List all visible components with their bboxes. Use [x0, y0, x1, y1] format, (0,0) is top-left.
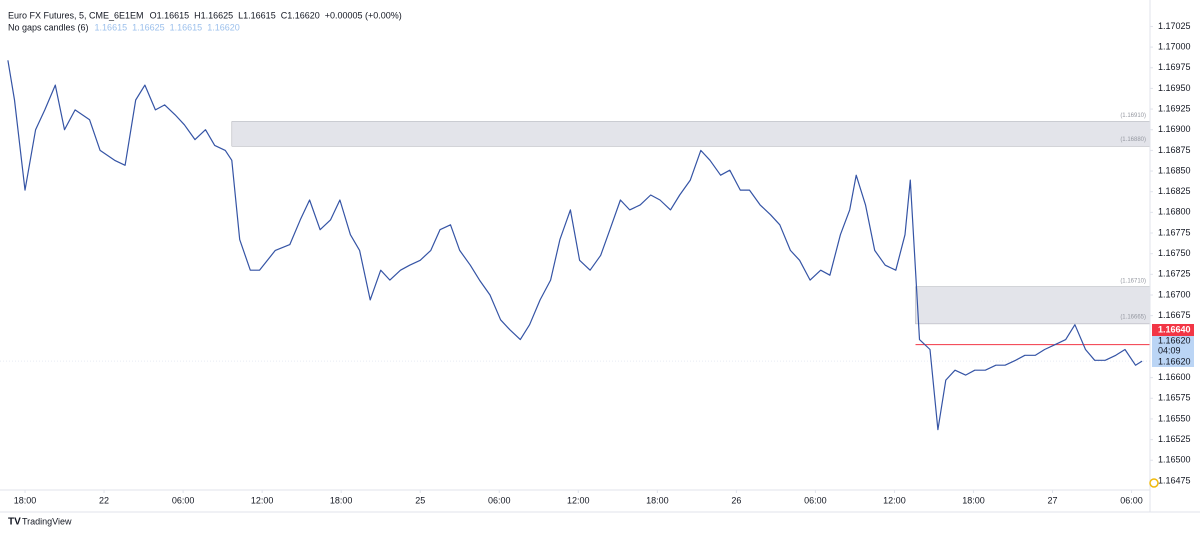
y-tick-label: 1.16950 [1158, 83, 1191, 93]
last-price-label: 1.16620 [1158, 335, 1191, 345]
price-line-label: 1.16640 [1158, 324, 1191, 334]
y-tick-label: 1.16900 [1158, 124, 1191, 134]
x-tick-label: 06:00 [804, 495, 827, 505]
brand: TV TradingView [8, 516, 72, 527]
x-tick-label: 26 [731, 495, 741, 505]
zone-label: (1.16710) [1120, 278, 1146, 284]
zone-label: (1.16910) [1120, 113, 1146, 119]
zone-label: (1.16880) [1120, 137, 1146, 143]
x-tick-label: 27 [1048, 495, 1058, 505]
ohlc-open: O1.16615 [150, 10, 190, 20]
y-tick-label: 1.16700 [1158, 289, 1191, 299]
x-tick-label: 06:00 [172, 495, 195, 505]
y-tick-label: 1.16975 [1158, 62, 1191, 72]
price-series [7, 60, 1143, 431]
y-tick-label: 1.16800 [1158, 207, 1191, 217]
y-tick-label: 1.17025 [1158, 21, 1191, 31]
x-tick-label: 12:00 [251, 495, 274, 505]
alert-icon[interactable] [1149, 478, 1159, 488]
ohlc-close: C1.16620 [281, 10, 320, 20]
y-tick-label: 1.16525 [1158, 434, 1191, 444]
fair-value-gap [915, 286, 1151, 325]
y-tick-label: 1.16475 [1158, 475, 1191, 485]
ohlc-change: +0.00005 (+0.00%) [325, 10, 402, 20]
y-tick-label: 1.16675 [1158, 310, 1191, 320]
x-tick-label: 18:00 [330, 495, 353, 505]
zone-label: (1.16665) [1120, 314, 1146, 320]
indicator-value: 1.16625 [132, 22, 165, 32]
x-tick-label: 12:00 [883, 495, 906, 505]
indicator-value: 1.16620 [207, 22, 240, 32]
y-tick-label: 1.16925 [1158, 103, 1191, 113]
header: Euro FX Futures, 5, CME_6E1EM O1.16615 H… [8, 10, 402, 32]
x-tick-label: 06:00 [1120, 495, 1143, 505]
ohlc-high: H1.16625 [194, 10, 233, 20]
y-tick-label: 1.17000 [1158, 41, 1191, 51]
brand-logo: TV [8, 517, 21, 528]
x-tick-label: 06:00 [488, 495, 511, 505]
y-tick-label: 1.16500 [1158, 455, 1191, 465]
last-price-tag [1152, 336, 1194, 367]
plot [0, 60, 1150, 431]
x-tick-label: 18:00 [14, 495, 37, 505]
countdown: 04:09 [1158, 345, 1181, 355]
x-tick-label: 18:00 [646, 495, 669, 505]
chart-title: Euro FX Futures, 5, CME_6E1EM [8, 10, 144, 20]
y-tick-label: 1.16825 [1158, 186, 1191, 196]
y-tick-label: 1.16850 [1158, 165, 1191, 175]
zones: (1.16880) (1.16910) (1.16665) (1.16710) [231, 113, 1151, 325]
ohlc-low: L1.16615 [238, 10, 276, 20]
y-tick-label: 1.16575 [1158, 393, 1191, 403]
axes: 1.16475 1.16500 1.16525 1.16550 1.16575 1.166… [14, 21, 1194, 505]
x-tick-label: 12:00 [567, 495, 590, 505]
y-tick-label: 1.16600 [1158, 372, 1191, 382]
indicator-value: 1.16615 [95, 22, 128, 32]
y-tick-label: 1.16750 [1158, 248, 1191, 258]
price-line-tag [1152, 324, 1194, 336]
y-tick-label: 1.16875 [1158, 145, 1191, 155]
y-tick-label: 1.16775 [1158, 227, 1191, 237]
indicator-value: 1.16615 [170, 22, 203, 32]
x-tick-label: 22 [99, 495, 109, 505]
last-price-label: 1.16620 [1158, 356, 1191, 366]
x-tick-label: 18:00 [962, 495, 985, 505]
y-tick-label: 1.16550 [1158, 413, 1191, 423]
y-tick-label: 1.16725 [1158, 269, 1191, 279]
fair-value-gap [231, 121, 1151, 147]
brand-name: TradingView [22, 516, 72, 526]
indicator-name: No gaps candles (6) [8, 22, 89, 32]
x-tick-label: 25 [415, 495, 425, 505]
